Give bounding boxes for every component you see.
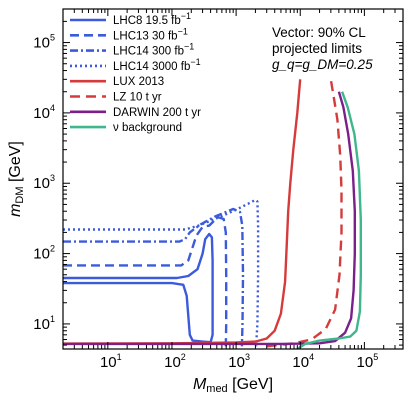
legend-label-8: ν background	[113, 122, 182, 134]
x-tick-label: 102	[164, 352, 186, 371]
series-line-6	[266, 79, 343, 348]
y-tick-label: 103	[33, 173, 55, 192]
x-tick-label: 104	[292, 352, 314, 371]
series-line-1	[63, 232, 214, 344]
annotation-line-3: g_q=g_DM=0.25	[272, 57, 373, 72]
axis-ticks	[62, 8, 404, 349]
legend-label-3: LHC14 300 fb−1	[113, 42, 194, 58]
annotation-line-2: projected limits	[272, 41, 362, 56]
legend-label-5: LUX 2013	[113, 76, 164, 88]
series-line-5	[63, 79, 302, 345]
y-axis-label: mDM [GeV]	[7, 141, 26, 217]
legend-label-2: LHC13 30 fb−1	[113, 26, 188, 42]
legend-label-6: LZ 10 t yr	[113, 92, 162, 104]
legend-label-1: LHC8 19.5 fb−1	[113, 11, 191, 27]
y-tick-label: 105	[33, 33, 55, 52]
annotation-line-1: Vector: 90% CL	[272, 25, 366, 40]
series-line-2	[63, 215, 228, 347]
y-tick-label: 101	[33, 314, 55, 333]
legend-label-7: DARWIN 200 t yr	[113, 107, 201, 119]
tick-labels: 101 102 103 104 105 101 102 103 104 105	[33, 33, 378, 371]
x-tick-label: 103	[228, 352, 250, 371]
series-line-7	[63, 91, 356, 346]
legend-label-4: LHC14 3000 fb−1	[113, 57, 201, 73]
series-line-4	[63, 198, 260, 347]
x-tick-label: 101	[100, 352, 122, 371]
x-tick-label: 105	[357, 352, 379, 371]
series-line-8	[296, 91, 362, 349]
annotation: Vector: 90% CL projected limits g_q=g_DM…	[272, 25, 373, 72]
plot-curves	[63, 79, 362, 349]
x-axis-label: Mmed [GeV]	[193, 376, 273, 395]
series-line-3	[63, 207, 245, 347]
y-tick-label: 104	[33, 103, 55, 122]
y-tick-label: 102	[33, 244, 55, 263]
